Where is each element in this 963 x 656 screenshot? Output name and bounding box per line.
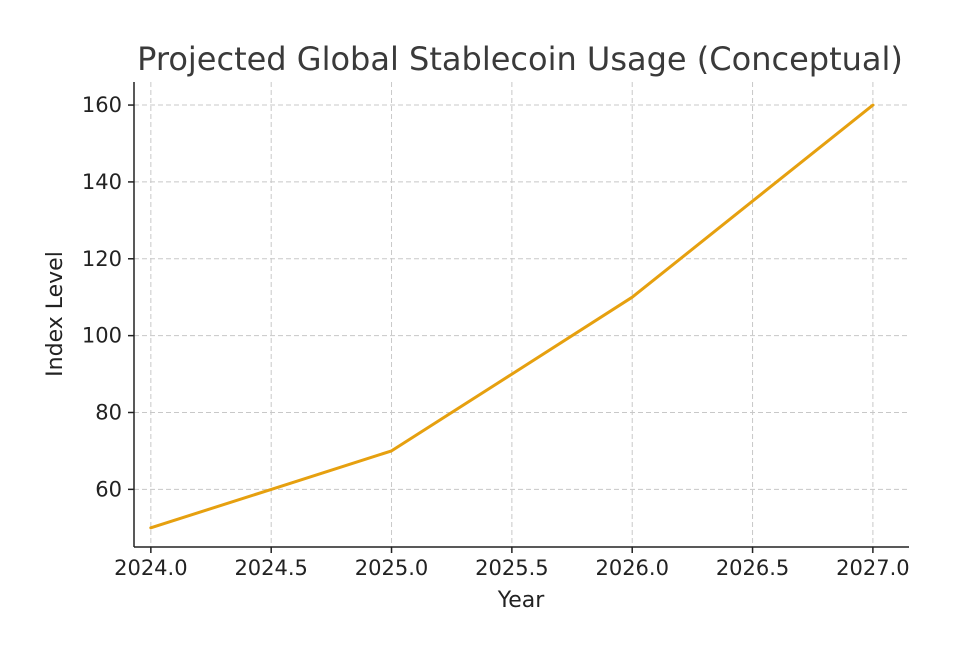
y-tick-label: 120 <box>82 247 122 271</box>
x-tick-label: 2025.5 <box>475 556 548 580</box>
chart-title: Projected Global Stablecoin Usage (Conce… <box>137 40 903 78</box>
y-tick-label: 100 <box>82 324 122 348</box>
x-tick-label: 2025.0 <box>355 556 428 580</box>
x-axis-label: Year <box>497 588 546 613</box>
x-tick-label: 2026.0 <box>595 556 668 580</box>
y-ticks: 60 80 100 120 140 160 <box>82 93 134 501</box>
series-line <box>149 103 875 530</box>
series-layer <box>149 103 875 530</box>
x-ticks: 2024.0 2024.5 2025.0 2025.5 2026.0 2026.5 2027… <box>114 547 910 580</box>
y-axis-label: Index Level <box>43 251 68 377</box>
axes <box>133 82 909 548</box>
x-tick-label: 2024.0 <box>114 556 187 580</box>
grid <box>134 82 909 547</box>
x-tick-label: 2026.5 <box>716 556 789 580</box>
y-tick-label: 60 <box>95 477 122 501</box>
y-tick-label: 80 <box>95 400 122 424</box>
x-tick-label: 2024.5 <box>234 556 307 580</box>
y-tick-label: 140 <box>82 170 122 194</box>
y-tick-label: 160 <box>82 93 122 117</box>
x-tick-label: 2027.0 <box>836 556 909 580</box>
